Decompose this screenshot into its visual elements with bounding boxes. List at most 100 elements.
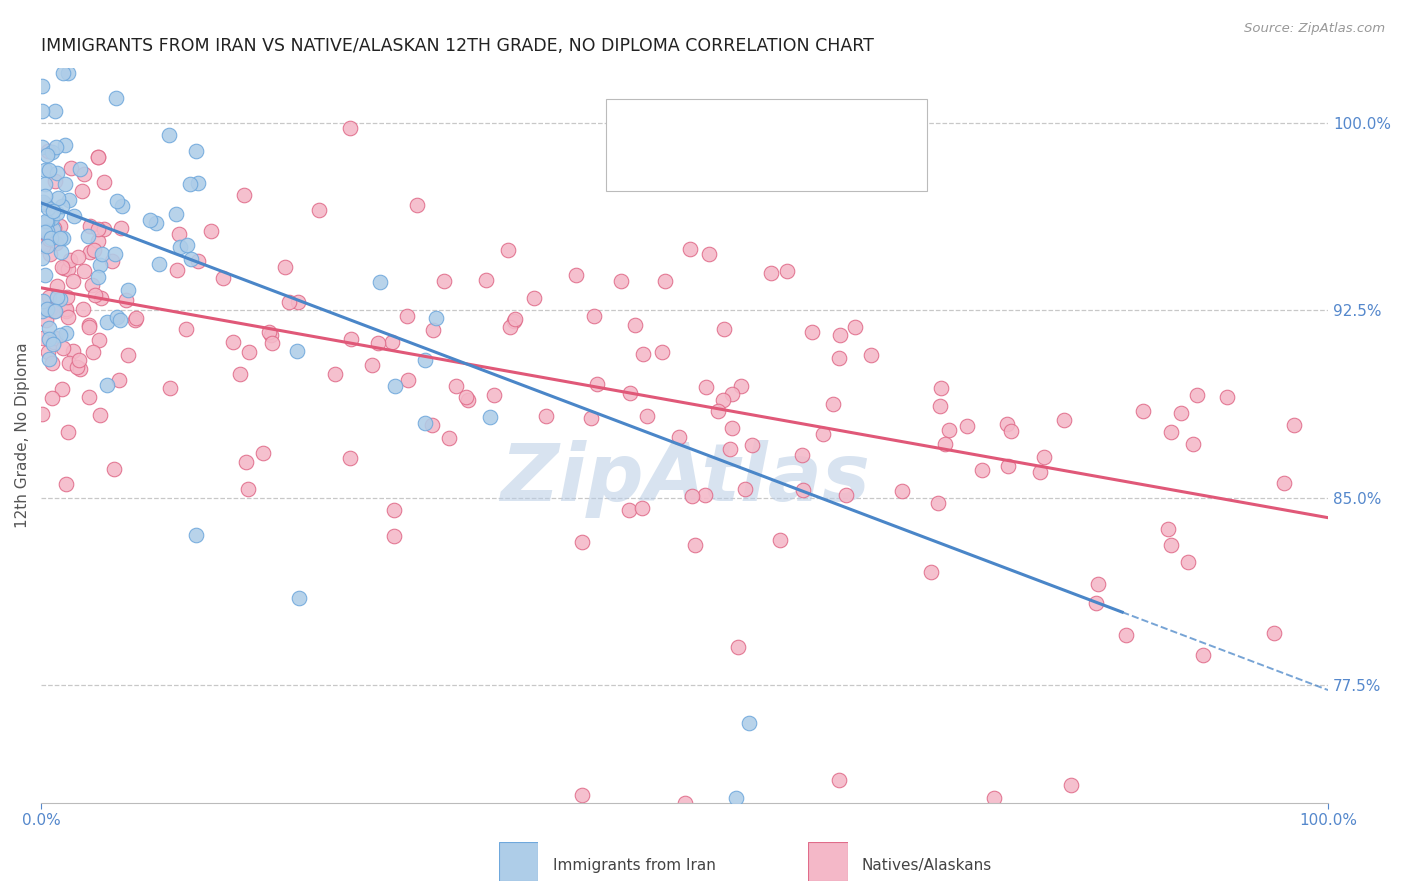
Point [87, 150, 110, 164]
Point [420, 417, 443, 432]
Point [828, 772, 851, 787]
Point [52, 341, 75, 355]
Point [437, 431, 460, 445]
Point [48, 328, 70, 343]
Point [103, 462, 125, 476]
Point [110, 220, 132, 235]
Point [260, 335, 283, 350]
Point [828, 351, 851, 365]
Point [89, 409, 111, 423]
Point [41, 391, 63, 405]
Point [184, 528, 207, 542]
Point [51, 66, 73, 80]
Point [117, 348, 139, 362]
Point [58, 310, 80, 325]
Point [721, 387, 744, 401]
Point [956, 418, 979, 433]
Point [35, 301, 58, 316]
Point [630, 500, 652, 515]
Point [37, 344, 59, 359]
Point [1087, 576, 1109, 591]
Point [45, 166, 67, 180]
Point [890, 483, 912, 498]
Point [34, 196, 56, 211]
Point [1132, 404, 1154, 418]
Point [339, 121, 361, 136]
Point [252, 446, 274, 460]
Point [1157, 522, 1180, 536]
Point [800, 325, 823, 339]
Point [38, 320, 60, 334]
Point [87, 151, 110, 165]
Point [77, 390, 100, 404]
Point [713, 321, 735, 335]
Point [308, 203, 330, 218]
Point [73, 167, 96, 181]
Point [179, 178, 201, 192]
Point [31, 140, 53, 154]
Point [69, 162, 91, 177]
Point [274, 260, 297, 274]
Text: Natives/Alaskans: Natives/Alaskans [862, 858, 993, 872]
Point [370, 275, 392, 289]
Point [31, 197, 53, 211]
Point [44, 331, 66, 345]
Point [1085, 596, 1108, 610]
Point [56, 425, 79, 440]
Point [42, 336, 65, 351]
Point [39, 247, 62, 261]
Point [32, 294, 55, 309]
Point [997, 458, 1019, 473]
Point [39, 231, 62, 245]
Point [1282, 417, 1305, 432]
Point [1160, 425, 1182, 439]
Point [811, 427, 834, 442]
Point [77, 229, 100, 244]
Legend: R = -0.407   N=  86, R = -0.460   N= 200: R = -0.407 N= 86, R = -0.460 N= 200 [662, 115, 870, 169]
Point [174, 322, 197, 336]
Point [523, 291, 546, 305]
Point [105, 91, 128, 105]
Point [108, 373, 131, 387]
Point [1263, 626, 1285, 640]
Point [581, 410, 603, 425]
Point [37, 144, 59, 158]
Point [66, 359, 89, 374]
Point [104, 247, 127, 261]
Point [1177, 555, 1199, 569]
Point [38, 231, 60, 245]
Point [41, 356, 63, 370]
Point [433, 274, 456, 288]
Point [60, 161, 83, 175]
Point [83, 288, 105, 302]
Point [184, 145, 207, 159]
Point [42, 222, 65, 236]
Point [759, 266, 782, 280]
Point [51, 382, 73, 396]
Point [586, 377, 609, 392]
Point [456, 390, 478, 404]
Point [31, 252, 53, 266]
Point [96, 315, 118, 329]
Point [697, 247, 720, 261]
Point [49, 219, 72, 233]
Point [681, 489, 703, 503]
Point [77, 319, 100, 334]
Point [1272, 476, 1295, 491]
Point [792, 483, 814, 498]
Point [69, 362, 91, 376]
Point [1182, 436, 1205, 450]
Point [259, 325, 281, 339]
Point [1060, 778, 1083, 792]
Point [496, 244, 519, 258]
Point [38, 351, 60, 366]
Point [53, 138, 76, 153]
Point [367, 335, 389, 350]
Point [1053, 413, 1076, 427]
Point [63, 209, 86, 223]
Point [382, 502, 405, 516]
Point [482, 387, 505, 401]
Point [972, 462, 994, 476]
Point [31, 304, 53, 318]
Point [87, 270, 110, 285]
